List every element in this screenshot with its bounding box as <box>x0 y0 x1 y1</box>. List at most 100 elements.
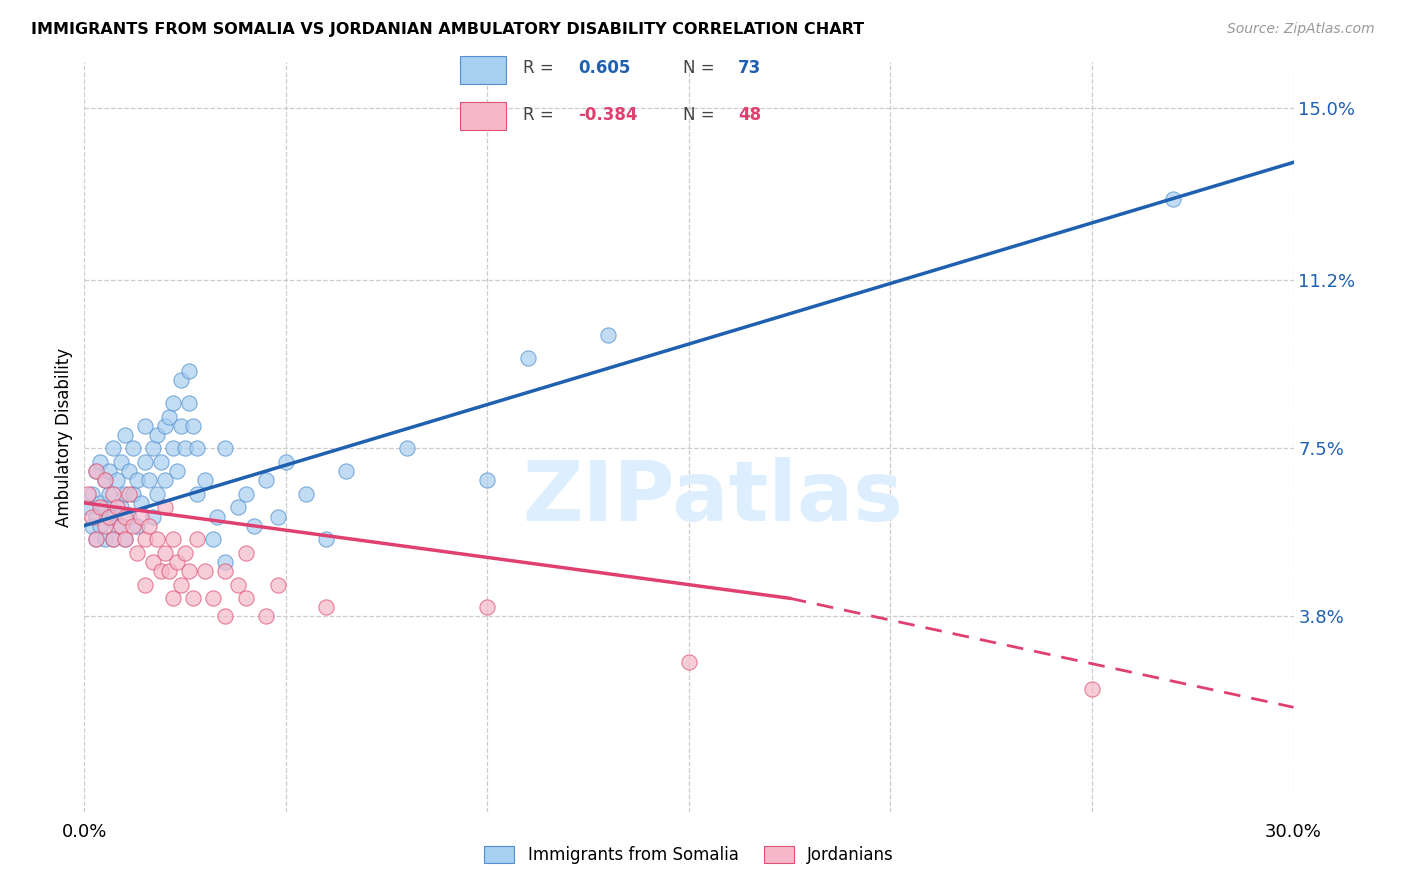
Point <box>86 533 108 547</box>
Point <box>153 500 176 515</box>
Point <box>142 555 165 569</box>
Point <box>254 609 277 624</box>
Point <box>1161 192 1184 206</box>
Point <box>97 509 120 524</box>
Point <box>110 518 132 533</box>
Point <box>146 487 169 501</box>
Point <box>254 473 277 487</box>
Point <box>162 591 184 606</box>
Point <box>77 500 100 515</box>
Point <box>395 442 418 456</box>
Point <box>97 487 120 501</box>
Point <box>274 455 297 469</box>
Point <box>101 509 124 524</box>
Point <box>86 509 108 524</box>
Point <box>121 518 143 533</box>
Point <box>315 600 337 615</box>
Point <box>114 509 136 524</box>
Point <box>138 518 160 533</box>
Text: Source: ZipAtlas.com: Source: ZipAtlas.com <box>1227 22 1375 37</box>
Point <box>235 591 257 606</box>
Point <box>89 455 111 469</box>
Point <box>121 487 143 501</box>
Text: R =: R = <box>523 106 560 124</box>
Point <box>129 496 152 510</box>
Point <box>125 473 148 487</box>
Point <box>267 577 290 591</box>
Point <box>82 518 104 533</box>
Bar <box>460 55 506 84</box>
Text: N =: N = <box>683 106 720 124</box>
Point <box>157 409 180 424</box>
Text: R =: R = <box>523 59 560 77</box>
Point <box>121 442 143 456</box>
Point <box>214 609 236 624</box>
Point <box>118 464 141 478</box>
Text: 73: 73 <box>738 59 762 77</box>
Point <box>179 364 201 378</box>
Point <box>181 418 204 433</box>
Point <box>101 487 124 501</box>
Point <box>97 464 120 478</box>
Point <box>93 500 115 515</box>
Point <box>179 564 201 578</box>
Point <box>162 533 184 547</box>
Point <box>101 533 124 547</box>
Text: ZIPatlas: ZIPatlas <box>523 457 904 538</box>
Point <box>114 487 136 501</box>
Point <box>114 533 136 547</box>
Point <box>226 500 249 515</box>
Point <box>149 455 172 469</box>
Point <box>142 509 165 524</box>
Point <box>598 327 620 342</box>
Point <box>93 473 115 487</box>
Point <box>186 533 208 547</box>
Point <box>170 373 193 387</box>
Point <box>129 509 152 524</box>
Point <box>89 496 111 510</box>
Point <box>174 546 197 560</box>
Point <box>93 518 115 533</box>
Point <box>146 427 169 442</box>
Point <box>105 518 128 533</box>
Point <box>295 487 318 501</box>
Point <box>202 591 225 606</box>
Text: -0.384: -0.384 <box>578 106 637 124</box>
Point <box>477 600 499 615</box>
Text: 48: 48 <box>738 106 761 124</box>
Point <box>153 418 176 433</box>
Point <box>153 473 176 487</box>
Point <box>157 564 180 578</box>
Point <box>194 564 217 578</box>
Point <box>114 533 136 547</box>
Point <box>134 577 156 591</box>
Point <box>207 509 229 524</box>
Legend: Immigrants from Somalia, Jordanians: Immigrants from Somalia, Jordanians <box>478 839 900 871</box>
Point <box>77 487 100 501</box>
Point <box>214 555 236 569</box>
Point <box>166 555 188 569</box>
Point <box>118 509 141 524</box>
Point <box>214 564 236 578</box>
Point <box>194 473 217 487</box>
Point <box>162 396 184 410</box>
Point <box>86 464 108 478</box>
Point <box>82 509 104 524</box>
Point <box>105 500 128 515</box>
Point <box>235 546 257 560</box>
Y-axis label: Ambulatory Disability: Ambulatory Disability <box>55 348 73 526</box>
Point <box>186 442 208 456</box>
Point <box>134 533 156 547</box>
Point <box>146 533 169 547</box>
Point <box>477 473 499 487</box>
Point <box>149 564 172 578</box>
Point <box>214 442 236 456</box>
Point <box>110 500 132 515</box>
Point <box>162 442 184 456</box>
Point <box>110 455 132 469</box>
Point <box>181 591 204 606</box>
Point <box>516 351 538 365</box>
Text: N =: N = <box>683 59 720 77</box>
Point <box>114 427 136 442</box>
Point <box>678 655 700 669</box>
